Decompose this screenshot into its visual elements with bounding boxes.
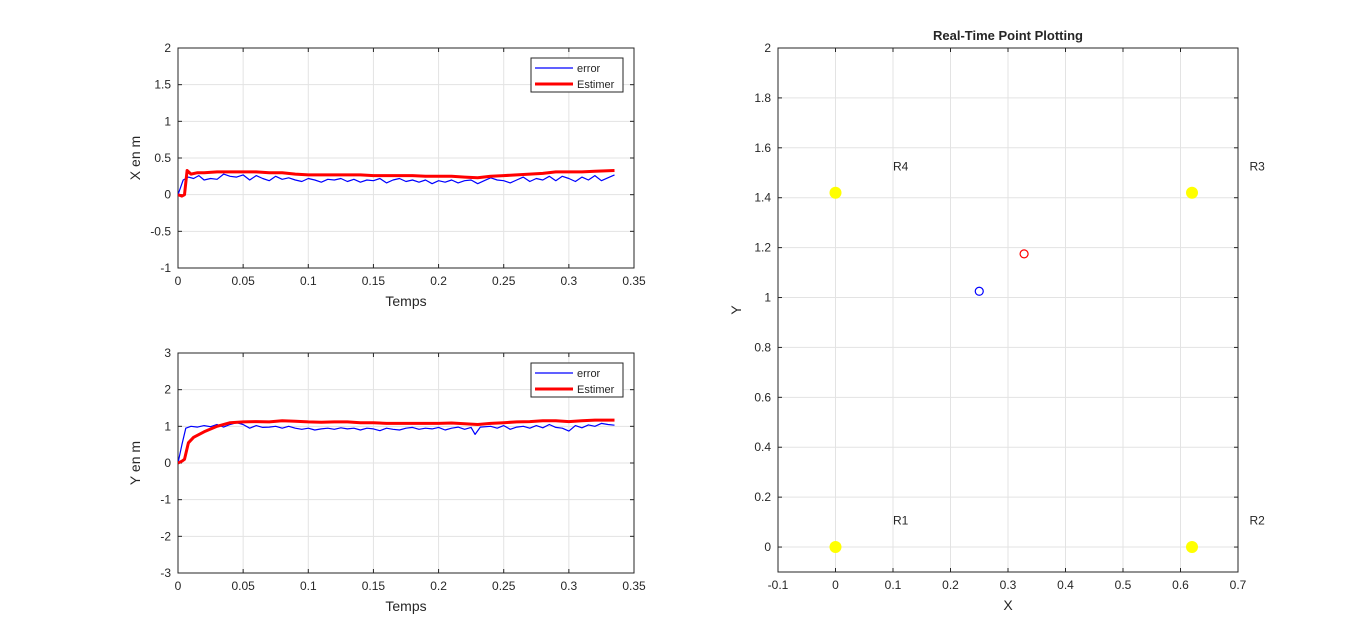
x-tick-label: 0.25 <box>492 274 516 288</box>
legend: error Estimer <box>530 57 624 93</box>
x-tick-label: 0.05 <box>231 274 255 288</box>
x-axis-label: Temps <box>385 598 426 614</box>
x-axis-label: X <box>1003 597 1013 613</box>
scatter-point-red <box>1019 249 1029 259</box>
y-tick-label: 0.5 <box>154 151 171 165</box>
x-tick-label: 0.6 <box>1172 578 1189 592</box>
y-tick-label: 2 <box>164 383 171 397</box>
y-tick-label: 0 <box>764 540 771 554</box>
x-tick-label: 0.7 <box>1230 578 1247 592</box>
y-tick-label: -1 <box>160 261 171 275</box>
scatter-point-yellow <box>829 541 842 554</box>
x-tick-label: 0.3 <box>561 274 578 288</box>
x-tick-label: 0.35 <box>622 579 646 593</box>
x-tick-label: 0.3 <box>561 579 578 593</box>
x-tick-label: 0.15 <box>362 579 386 593</box>
x-tick-label: 0.3 <box>1000 578 1017 592</box>
x-tick-label: 0.2 <box>430 274 447 288</box>
x-tick-label: 0.15 <box>362 274 386 288</box>
scatter-point-yellow <box>1186 541 1198 554</box>
chart-2: 0 0.05 0.1 0.15 0.2 0.25 0.3 0.35 -3 -2 -1 0 1 2 3 Temp… <box>127 346 646 614</box>
y-axis-label: Y <box>728 305 744 315</box>
x-tick-label: 0.1 <box>300 579 317 593</box>
chart-3: -0.1 0 0.1 0.2 0.3 0.4 0.5 0.6 0.7 0 0.2 0.4 0.6 0.8 1… <box>728 28 1265 613</box>
y-tick-label: 1.4 <box>754 191 771 205</box>
y-tick-label: 2 <box>164 41 171 55</box>
series-line-estimer <box>178 418 615 465</box>
chart-title: Real-Time Point Plotting <box>933 28 1083 43</box>
legend-box <box>530 57 624 93</box>
x-tick-label: 0.2 <box>430 579 447 593</box>
x-tick-label: 0.1 <box>885 578 902 592</box>
x-tick-label: 0 <box>832 578 839 592</box>
y-tick-label: 1 <box>764 291 771 305</box>
legend-label-error: error <box>577 63 601 75</box>
y-tick-label: 1.8 <box>754 91 771 105</box>
y-tick-label: -1 <box>160 493 171 507</box>
y-tick-label: 2 <box>764 41 771 55</box>
y-tick-label: -2 <box>160 529 171 543</box>
x-tick-label: 0.25 <box>492 579 516 593</box>
scatter-point-yellow <box>1186 186 1198 199</box>
annotation-r4: R4 <box>893 159 909 173</box>
y-axis-label: Y en m <box>127 441 143 485</box>
y-tick-label: 0 <box>164 188 171 202</box>
annotation-r3: R3 <box>1250 159 1266 173</box>
annotation-r1: R1 <box>893 514 909 528</box>
scatter-point-yellow <box>829 186 842 199</box>
y-tick-label: 1.5 <box>154 78 171 92</box>
x-axis-label: Temps <box>385 293 426 309</box>
series-line-estimer <box>178 169 615 198</box>
legend-label-estimer: Estimer <box>577 384 615 396</box>
y-tick-label: 0.4 <box>754 440 771 454</box>
x-tick-label: 0 <box>175 274 182 288</box>
y-tick-label: -0.5 <box>150 224 171 238</box>
y-tick-label: -3 <box>160 566 171 580</box>
x-tick-label: 0.1 <box>300 274 317 288</box>
x-tick-label: 0.35 <box>622 274 646 288</box>
legend: error Estimer <box>530 362 624 398</box>
annotation-r2: R2 <box>1250 514 1266 528</box>
legend-label-estimer: Estimer <box>577 79 615 91</box>
y-tick-label: 1 <box>164 419 171 433</box>
x-tick-label: 0.4 <box>1057 578 1074 592</box>
legend-box <box>530 362 624 398</box>
x-tick-label: 0 <box>175 579 182 593</box>
series-line-error <box>178 173 615 195</box>
x-tick-label: 0.2 <box>942 578 959 592</box>
y-axis-label: X en m <box>127 136 143 180</box>
y-tick-label: 3 <box>164 346 171 360</box>
y-tick-label: 0.2 <box>754 490 771 504</box>
y-tick-label: 0 <box>164 456 171 470</box>
x-tick-label: 0.5 <box>1115 578 1132 592</box>
legend-label-error: error <box>577 368 601 380</box>
x-tick-label: -0.1 <box>768 578 789 592</box>
y-tick-label: 0.6 <box>754 390 771 404</box>
x-tick-label: 0.05 <box>231 579 255 593</box>
y-tick-label: 1.6 <box>754 141 771 155</box>
chart-1: 0 0.05 0.1 0.15 0.2 0.25 0.3 0.35 -1 -0.5 0 0.5 1 1.5… <box>127 41 646 309</box>
series-line-error <box>178 422 615 464</box>
y-tick-label: 1 <box>164 114 171 128</box>
y-tick-label: 0.8 <box>754 340 771 354</box>
y-tick-label: 1.2 <box>754 241 771 255</box>
scatter-point-blue <box>974 286 984 296</box>
